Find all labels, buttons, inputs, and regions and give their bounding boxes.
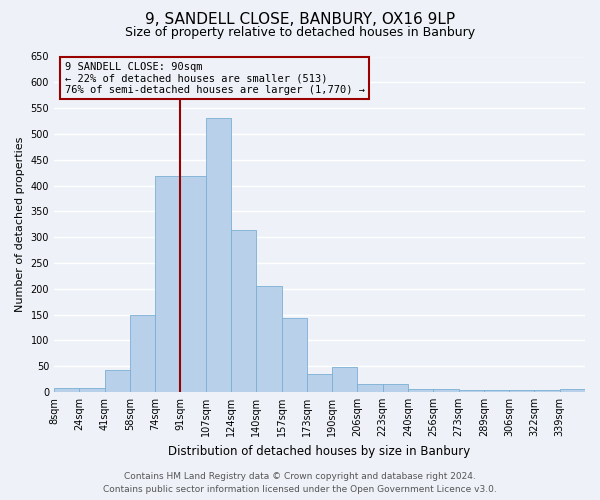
Text: 9, SANDELL CLOSE, BANBURY, OX16 9LP: 9, SANDELL CLOSE, BANBURY, OX16 9LP	[145, 12, 455, 28]
Bar	[206, 118, 231, 392]
Bar	[104, 370, 130, 392]
Bar	[281, 318, 307, 392]
Text: 9 SANDELL CLOSE: 90sqm
← 22% of detached houses are smaller (513)
76% of semi-de: 9 SANDELL CLOSE: 90sqm ← 22% of detached…	[65, 62, 365, 94]
Bar	[256, 286, 281, 392]
Bar	[332, 367, 358, 392]
Bar	[458, 390, 484, 392]
Bar	[130, 314, 155, 392]
Bar	[484, 390, 509, 392]
Text: Size of property relative to detached houses in Banbury: Size of property relative to detached ho…	[125, 26, 475, 39]
Bar	[408, 390, 433, 392]
Bar	[509, 390, 535, 392]
Bar	[181, 176, 206, 392]
Bar	[155, 176, 181, 392]
X-axis label: Distribution of detached houses by size in Banbury: Distribution of detached houses by size …	[169, 444, 470, 458]
Text: Contains HM Land Registry data © Crown copyright and database right 2024.
Contai: Contains HM Land Registry data © Crown c…	[103, 472, 497, 494]
Y-axis label: Number of detached properties: Number of detached properties	[15, 136, 25, 312]
Bar	[54, 388, 79, 392]
Bar	[79, 388, 104, 392]
Bar	[307, 374, 332, 392]
Bar	[231, 230, 256, 392]
Bar	[535, 390, 560, 392]
Bar	[433, 390, 458, 392]
Bar	[358, 384, 383, 392]
Bar	[560, 390, 585, 392]
Bar	[383, 384, 408, 392]
